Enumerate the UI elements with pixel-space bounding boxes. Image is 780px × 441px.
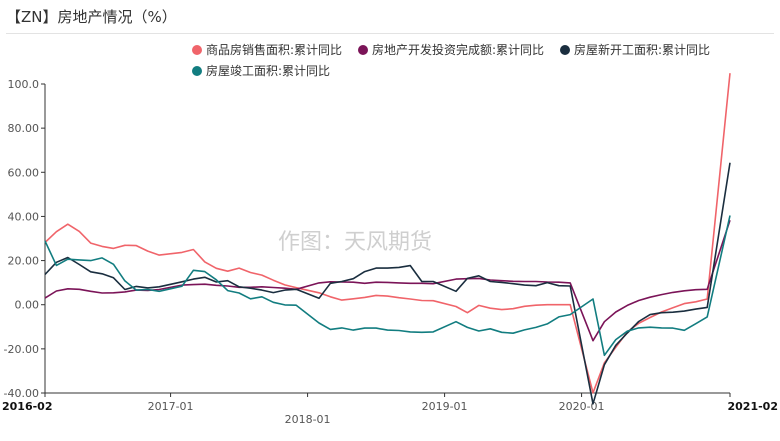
- legend-label-sales-area: 商品房销售面积:累计同比: [206, 43, 343, 57]
- legend-marker-completed: [192, 65, 202, 76]
- x-tick-label: 2020-01: [559, 400, 605, 413]
- series-line-3: [44, 215, 731, 357]
- y-tick-label: 100.0: [8, 78, 40, 91]
- x-tick-label: 2018-01: [285, 413, 331, 426]
- y-tick-label: 40.00: [8, 210, 40, 223]
- legend-item-completed[interactable]: 房屋竣工面积:累计同比: [192, 62, 330, 79]
- legend: 商品房销售面积:累计同比 房地产开发投资完成额:累计同比 房屋新开工面积:累计同…: [0, 38, 780, 80]
- x-tick-label: 2021-02: [728, 400, 779, 413]
- legend-item-investment[interactable]: 房地产开发投资完成额:累计同比: [358, 41, 544, 58]
- y-tick-label: 20.00: [8, 255, 40, 268]
- legend-marker-investment: [358, 44, 368, 55]
- chart-title: 【ZN】房地产情况（%）: [6, 8, 177, 26]
- y-tick-label: -20.00: [4, 343, 39, 356]
- legend-marker-new-starts: [560, 44, 570, 55]
- y-tick-label: 80.00: [8, 122, 40, 135]
- x-tick-label: 2017-01: [148, 400, 194, 413]
- legend-marker-sales-area: [192, 44, 202, 55]
- x-tick-label: 2019-01: [422, 400, 468, 413]
- series-line-2: [44, 162, 731, 405]
- title-divider: [6, 33, 774, 34]
- legend-label-new-starts: 房屋新开工面积:累计同比: [574, 43, 711, 57]
- y-tick-label: -40.00: [4, 387, 39, 400]
- x-tick-label: 2016-02: [2, 400, 53, 413]
- y-tick-label: 0.00: [15, 299, 40, 312]
- legend-label-investment: 房地产开发投资完成额:累计同比: [372, 43, 545, 57]
- legend-item-new-starts[interactable]: 房屋新开工面积:累计同比: [560, 41, 710, 58]
- series-lines: [44, 73, 731, 405]
- legend-label-completed: 房屋竣工面积:累计同比: [206, 64, 331, 78]
- watermark-text: 作图：天风期货: [278, 230, 432, 255]
- axes: -40.00 -20.00 0.00 20.00 40.00 60.00 80.00 100.…: [2, 78, 778, 426]
- y-tick-label: 60.00: [8, 166, 40, 179]
- legend-item-sales-area[interactable]: 商品房销售面积:累计同比: [192, 41, 342, 58]
